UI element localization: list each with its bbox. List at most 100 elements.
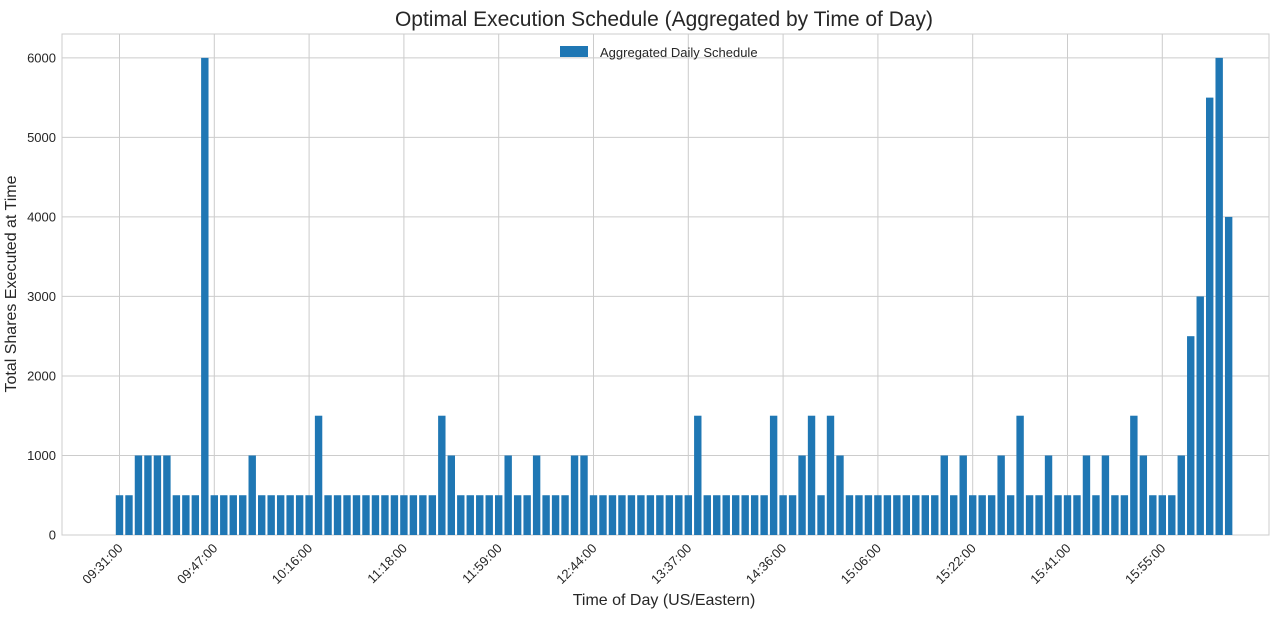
bar (1187, 336, 1195, 535)
bar (428, 495, 437, 535)
bar (855, 495, 863, 535)
bar (627, 495, 636, 535)
bar (618, 495, 626, 535)
bar (722, 495, 730, 535)
bar (1149, 495, 1157, 535)
bar (1016, 415, 1024, 535)
bar (1130, 415, 1138, 535)
bar (637, 495, 645, 535)
bar (817, 495, 825, 535)
x-tick-label: 09:31:00 (79, 541, 125, 587)
bar (845, 495, 854, 535)
bar (115, 495, 124, 535)
bar (589, 495, 598, 535)
bar (390, 495, 399, 535)
y-tick-label: 3000 (27, 289, 56, 304)
bar (1224, 216, 1233, 535)
x-tick-label: 15:41:00 (1027, 541, 1073, 587)
bar (504, 455, 512, 535)
bar (760, 495, 768, 535)
bar (1101, 455, 1110, 535)
bar (248, 455, 256, 535)
bar (940, 455, 948, 535)
bar (959, 455, 967, 535)
bar (1063, 495, 1072, 535)
chart-title: Optimal Execution Schedule (Aggregated b… (395, 8, 933, 31)
bar (599, 495, 607, 535)
x-tick-label: 15:22:00 (932, 541, 978, 587)
bar (750, 495, 759, 535)
bar (684, 495, 692, 535)
bar (229, 495, 237, 535)
bar (969, 495, 977, 535)
bar (1158, 495, 1166, 535)
bar (713, 495, 721, 535)
x-tick-label: 11:59:00 (459, 541, 505, 587)
bar (1139, 455, 1148, 535)
bar (570, 455, 579, 535)
bar (551, 495, 560, 535)
bar (191, 495, 200, 535)
bar (656, 495, 664, 535)
y-tick-label: 4000 (27, 209, 56, 224)
bars (115, 57, 1233, 536)
bar (532, 455, 541, 535)
bar (694, 415, 702, 535)
x-tick-label: 12:44:00 (553, 541, 599, 587)
bar (362, 495, 370, 535)
bar (1196, 296, 1204, 535)
bar (665, 495, 674, 535)
bar (210, 495, 218, 535)
bar (239, 495, 247, 535)
bar (931, 495, 939, 535)
x-tick-label: 13:37:00 (648, 541, 694, 587)
x-tick-label: 11:18:00 (364, 541, 410, 587)
bar (608, 495, 617, 535)
bar (495, 495, 503, 535)
x-tick-label: 09:47:00 (174, 541, 220, 587)
bar (675, 495, 683, 535)
bar (447, 455, 455, 535)
x-tick-label: 15:55:00 (1122, 541, 1168, 587)
bar (201, 57, 209, 536)
bar (144, 455, 152, 535)
bar (466, 495, 474, 535)
bar (893, 495, 901, 535)
bar (703, 495, 711, 535)
bar (826, 415, 835, 535)
bar (438, 415, 446, 535)
y-axis-label: Total Shares Executed at Time (3, 175, 20, 392)
bar (561, 495, 569, 535)
bar (1073, 495, 1081, 535)
bar (732, 495, 740, 535)
bar (333, 495, 342, 535)
y-tick-label: 1000 (27, 448, 56, 463)
bar (769, 415, 778, 535)
bar (343, 495, 351, 535)
bar (836, 455, 844, 535)
bar (523, 495, 531, 535)
bar (457, 495, 465, 535)
bar (476, 495, 484, 535)
bar (371, 495, 380, 535)
legend-swatch (560, 46, 588, 57)
bar (1215, 57, 1223, 536)
bar (1044, 455, 1053, 535)
bar (1054, 495, 1062, 535)
bar (902, 495, 911, 535)
bar (295, 495, 304, 535)
y-tick-labels: 0 1000 2000 3000 4000 5000 6000 (27, 50, 56, 542)
bar (1092, 495, 1100, 535)
bar (513, 495, 522, 535)
bar (950, 495, 958, 535)
x-tick-labels: 09:31:00 09:47:00 10:16:00 11:18:00 11:59:00… (79, 541, 1168, 587)
bar (779, 495, 787, 535)
bar (286, 495, 294, 535)
x-tick-label: 10:16:00 (269, 541, 315, 587)
bar (874, 495, 882, 535)
bar (352, 495, 361, 535)
bar (542, 495, 550, 535)
y-tick-label: 5000 (27, 130, 56, 145)
bar (400, 495, 408, 535)
